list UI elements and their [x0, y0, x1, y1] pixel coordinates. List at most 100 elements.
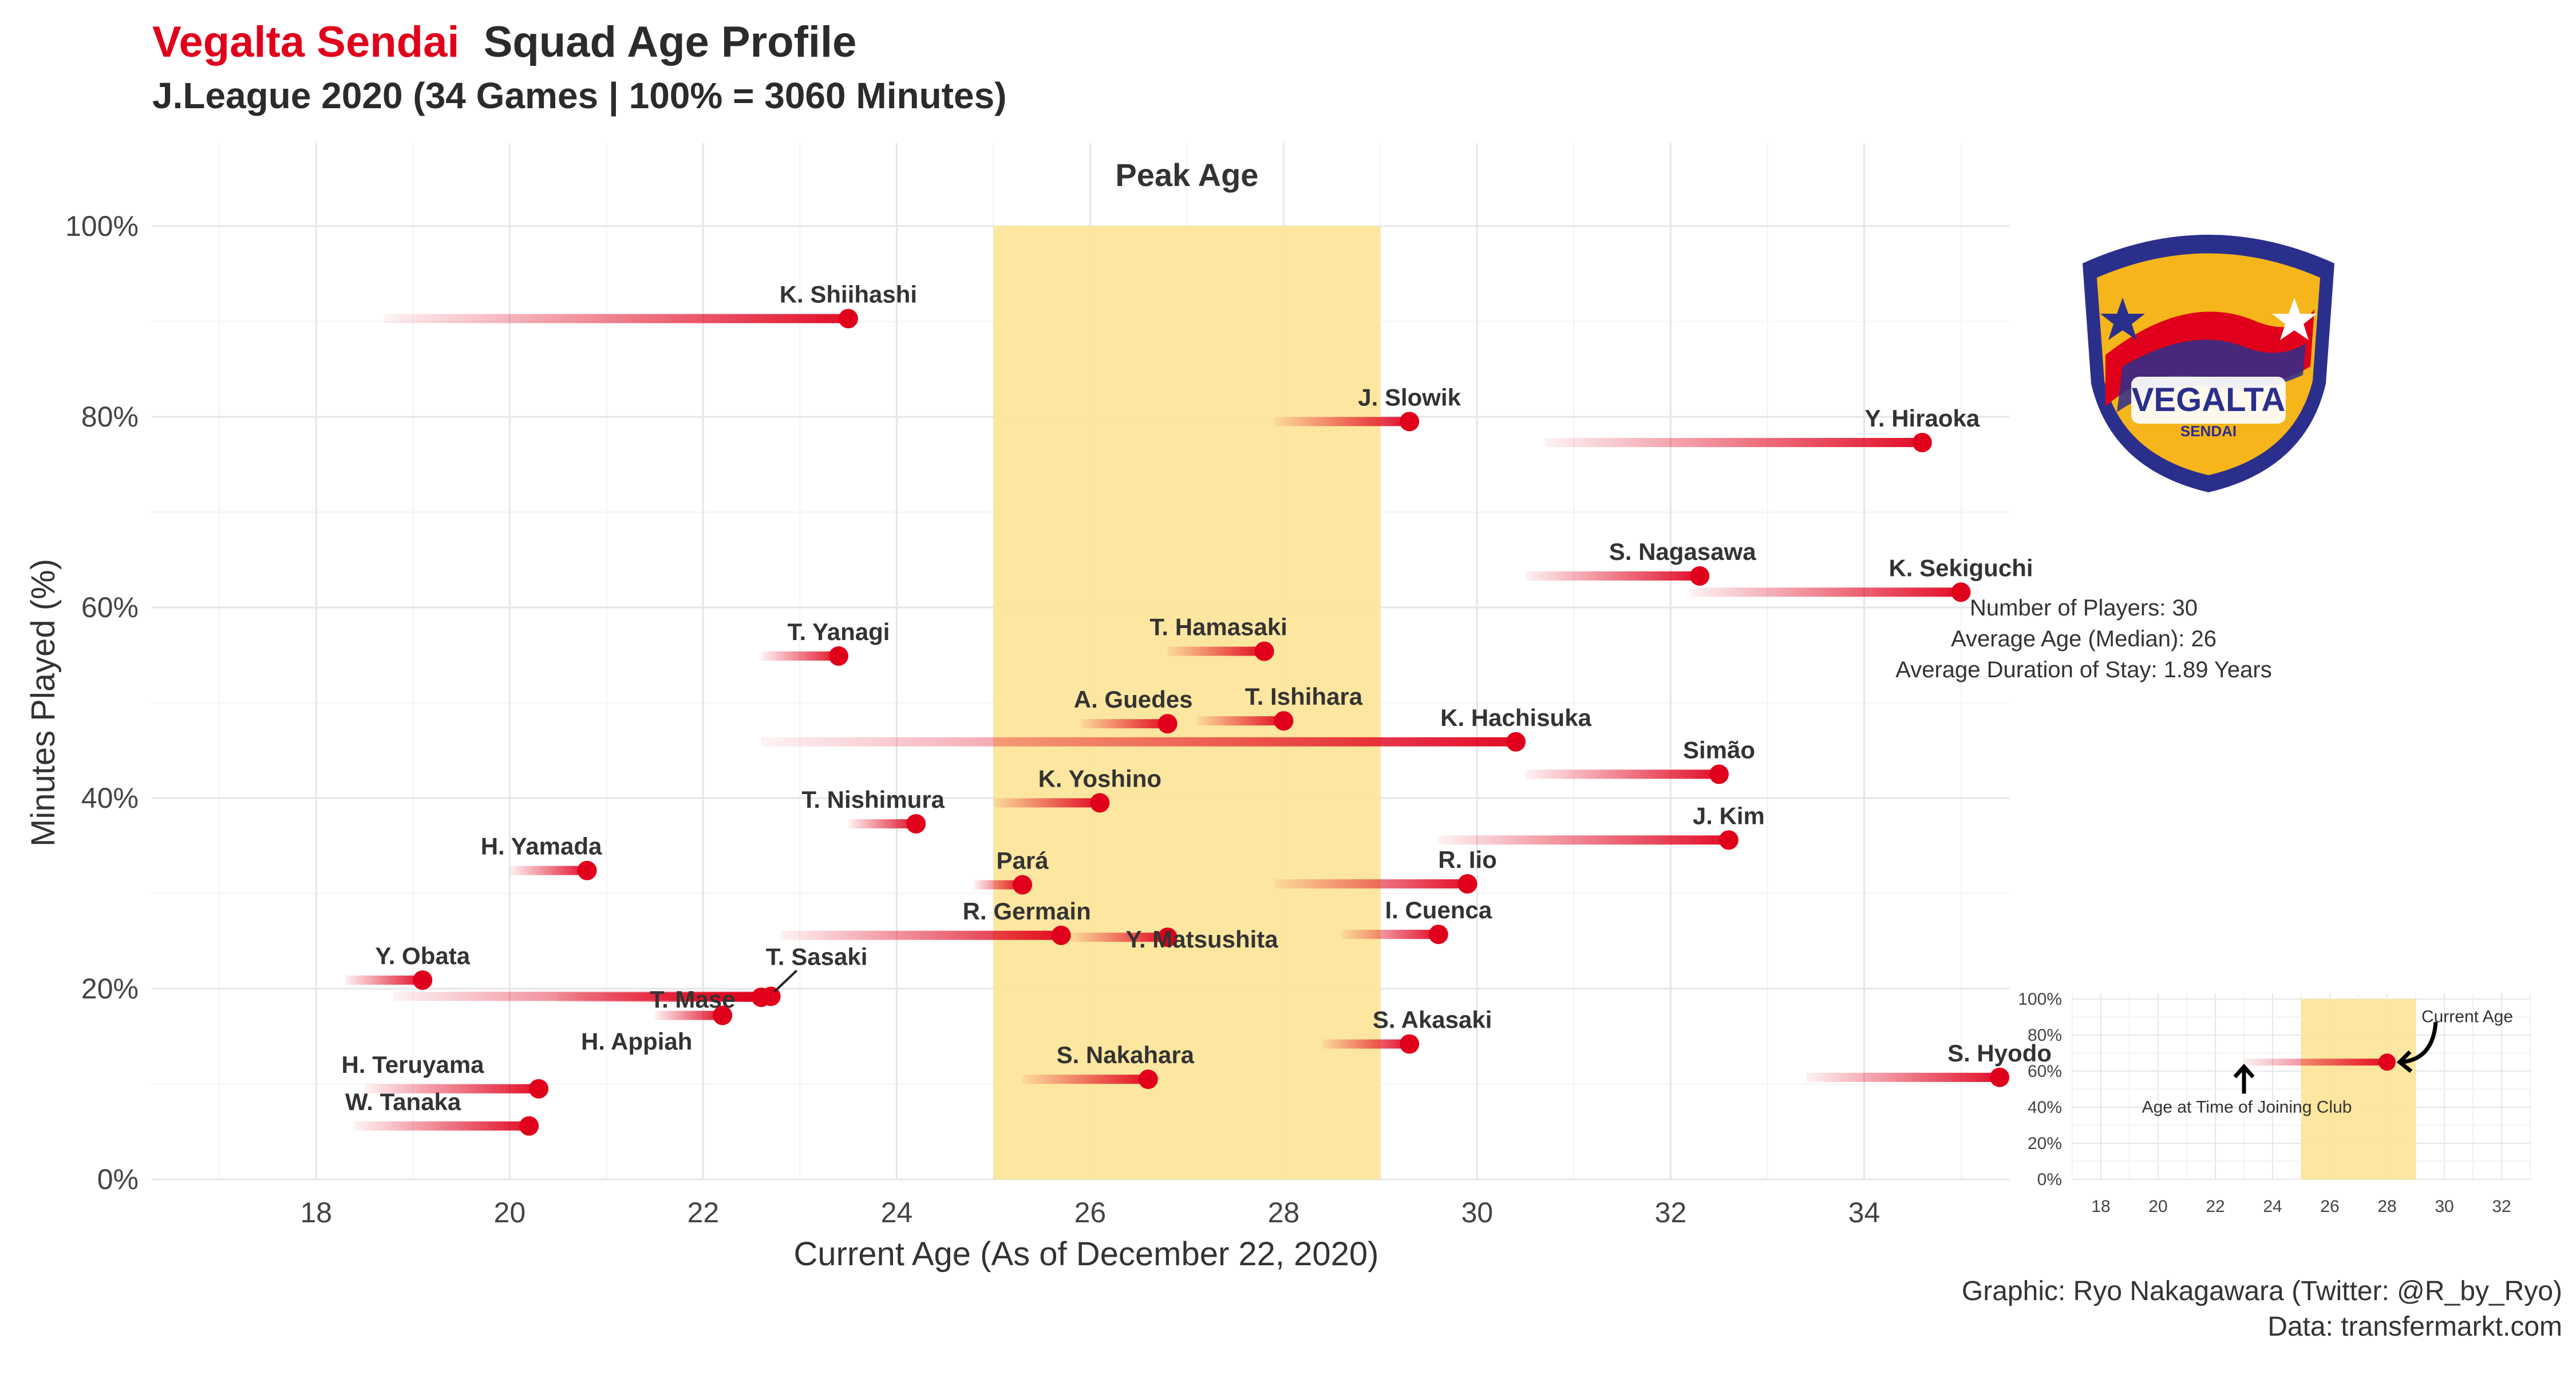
player-k-shiihashi: K. Shiihashi: [384, 281, 917, 329]
player-label: H. Appiah: [581, 1028, 692, 1055]
player-point: [1274, 711, 1294, 731]
tenure-bar: [1322, 1039, 1410, 1049]
tenure-bar: [654, 1010, 723, 1020]
stat-age: Average Age (Median): 26: [1950, 626, 2217, 652]
tenure-bar: [1022, 1075, 1148, 1084]
player-label: J. Kim: [1693, 802, 1765, 829]
tenure-bar: [345, 976, 423, 985]
player-label: K. Sekiguchi: [1888, 554, 2033, 581]
player-point: [1428, 925, 1448, 945]
tenure-bar: [1274, 417, 1410, 427]
credit-data: Data: transfermarkt.com: [2267, 1312, 2562, 1342]
player-s-akasaki: S. Akasaki: [1322, 1006, 1492, 1054]
player-h-appiah: H. Appiah: [581, 1005, 733, 1055]
y-tick-label: 40%: [81, 782, 139, 814]
player-label: T. Nishimura: [801, 786, 945, 813]
x-tick-label: 24: [881, 1197, 913, 1229]
tenure-bar: [993, 798, 1100, 808]
player-label: S. Nagasawa: [1609, 538, 1756, 565]
player-label: K. Shiihashi: [780, 281, 917, 308]
stat-stay: Average Duration of Stay: 1.89 Years: [1895, 657, 2272, 682]
player-point: [1157, 714, 1178, 734]
player-point: [1013, 875, 1033, 895]
y-tick-label: 20%: [81, 973, 139, 1005]
player-point: [838, 309, 858, 329]
player-k-sekiguchi: K. Sekiguchi: [1690, 554, 2033, 602]
player-point: [1990, 1067, 2010, 1087]
player-s-nakahara: S. Nakahara: [1022, 1041, 1195, 1089]
player-point: [1157, 927, 1178, 947]
player-h-yamada: H. Yamada: [481, 833, 602, 881]
player-label: R. Iio: [1438, 846, 1497, 873]
y-tick-label: 60%: [81, 591, 139, 623]
tenure-bar: [384, 314, 848, 323]
x-tick-label: 34: [1848, 1197, 1880, 1229]
player-t-mase: T. Mase: [558, 986, 771, 1013]
player-point: [906, 814, 926, 834]
peak-age-label: Peak Age: [1115, 157, 1258, 193]
tenure-bar: [1806, 1072, 2000, 1082]
x-tick-label: 22: [688, 1197, 720, 1229]
player-s-nagasawa: S. Nagasawa: [1525, 538, 1756, 586]
player-i-cuenca: I. Cuenca: [1341, 897, 1492, 945]
player-label: S. Hyodo: [1947, 1040, 2052, 1067]
player-t-yanagi: T. Yanagi: [761, 618, 890, 666]
player-label: S. Nakahara: [1057, 1041, 1195, 1068]
player-point: [1709, 764, 1729, 784]
player-r-iio: R. Iio: [1274, 846, 1497, 894]
x-axis-title: Current Age (As of December 22, 2020): [794, 1235, 1379, 1273]
player-label: I. Cuenca: [1385, 897, 1492, 923]
player-simao: Simão: [1525, 736, 1755, 784]
player-point: [1951, 582, 1971, 602]
tenure-bar: [1525, 769, 1719, 779]
player-w-tanaka: W. Tanaka: [345, 1088, 539, 1136]
y-axis-title: Minutes Played (%): [25, 559, 62, 847]
tenure-bar: [1525, 571, 1700, 581]
y-tick-label: 100%: [65, 210, 139, 242]
tenure-bar: [761, 737, 1516, 747]
player-label: T. Ishihara: [1245, 683, 1363, 710]
credits: Graphic: Ryo Nakagawara (Twitter: @R_by_…: [1962, 1274, 2562, 1345]
player-point: [1400, 412, 1420, 432]
player-j-kim: J. Kim: [1438, 802, 1765, 850]
player-point: [1457, 874, 1477, 894]
player-point: [1690, 566, 1710, 586]
player-label: T. Sasaki: [766, 943, 867, 970]
player-point: [1138, 1069, 1158, 1089]
player-point: [577, 860, 597, 881]
tenure-bar: [848, 819, 916, 828]
player-label: K. Yoshino: [1038, 765, 1161, 792]
x-tick-label: 30: [1461, 1197, 1494, 1229]
player-label: H. Teruyama: [342, 1051, 485, 1078]
player-label: H. Yamada: [481, 833, 602, 860]
player-label: Pará: [997, 847, 1049, 874]
player-label: R. Germain: [963, 898, 1091, 925]
tenure-bar: [1080, 719, 1168, 729]
player-label: S. Akasaki: [1373, 1006, 1492, 1033]
player-y-obata: Y. Obata: [345, 942, 471, 990]
player-label: Simão: [1683, 736, 1755, 763]
tenure-bar: [364, 1084, 539, 1093]
x-tick-label: 20: [494, 1197, 526, 1229]
player-point: [1051, 925, 1071, 945]
x-tick-label: 28: [1268, 1197, 1300, 1229]
tenure-bar: [509, 866, 587, 875]
player-point: [1254, 641, 1274, 661]
label-leader: [773, 969, 798, 993]
player-r-germain: R. Germain: [780, 898, 1091, 945]
player-label: W. Tanaka: [345, 1088, 461, 1115]
tenure-bar: [1167, 646, 1265, 656]
player-label: J. Slowik: [1358, 384, 1461, 410]
stat-players: Number of Players: 30: [1970, 595, 2198, 621]
tenure-bar: [1690, 587, 1961, 597]
player-point: [713, 1005, 733, 1025]
tenure-bar: [1274, 879, 1468, 889]
tenure-bar: [1070, 933, 1168, 942]
player-t-nishimura: T. Nishimura: [801, 786, 945, 834]
player-point: [1718, 830, 1739, 850]
tenure-bar: [1196, 716, 1284, 726]
chart-subtitle: J.League 2020 (34 Games | 100% = 3060 Mi…: [152, 75, 1007, 116]
player-point: [519, 1116, 539, 1136]
tenure-bar: [974, 880, 1023, 890]
title-rest: Squad Age Profile: [483, 18, 857, 66]
